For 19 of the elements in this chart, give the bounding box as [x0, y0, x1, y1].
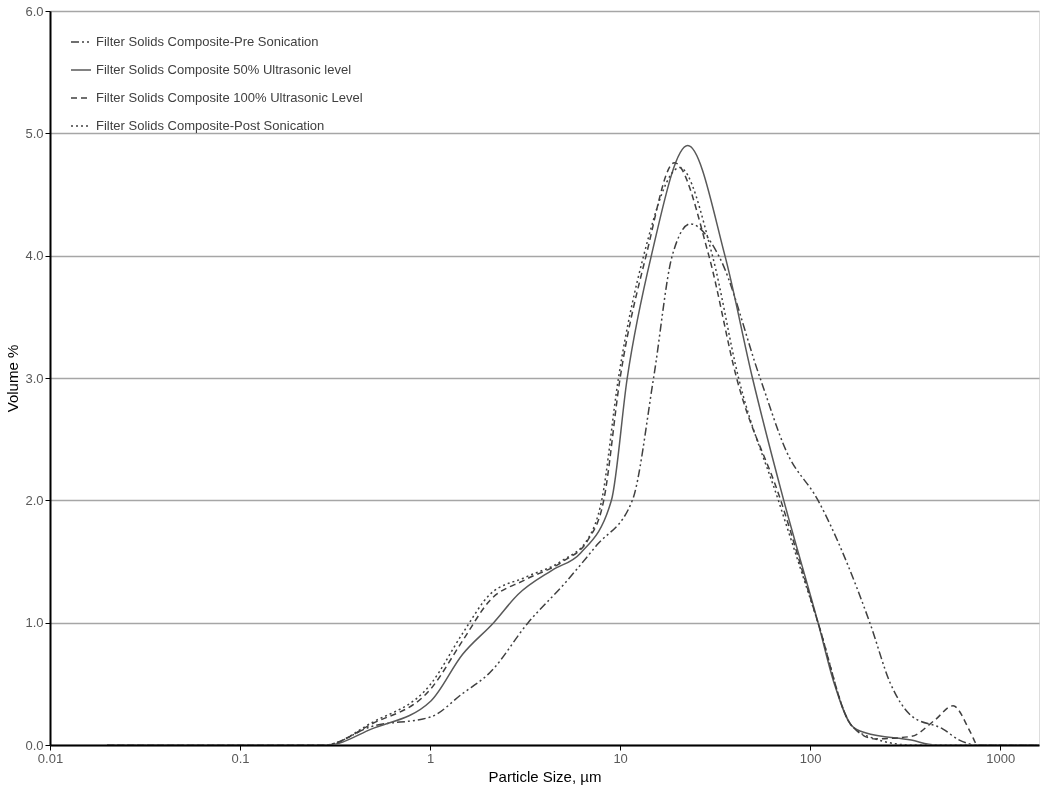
x-tick-label: 0.01	[37, 750, 64, 766]
x-tick-label: 100	[799, 750, 822, 766]
x-axis-title: Particle Size, µm	[488, 767, 602, 785]
x-tick-label: 10	[613, 750, 628, 766]
legend-label: Filter Solids Composite 100% Ultrasonic Level	[96, 90, 363, 105]
x-tick-label: 1000	[986, 750, 1016, 766]
y-tick-label: 2.0	[25, 492, 44, 508]
y-tick-label: 6.0	[25, 3, 44, 19]
y-tick-label: 5.0	[25, 125, 44, 141]
y-axis-title: Volume %	[4, 344, 22, 413]
y-tick-label: 1.0	[25, 615, 44, 631]
x-tick-label: 1	[426, 750, 435, 766]
x-tick-label: 0.1	[231, 750, 250, 766]
y-tick-label: 3.0	[25, 370, 44, 386]
legend-label: Filter Solids Composite 50% Ultrasonic level	[96, 62, 352, 77]
legend-label: Filter Solids Composite-Pre Sonication	[96, 34, 319, 49]
y-tick-label: 4.0	[25, 248, 44, 264]
y-tick-label: 0.0	[25, 737, 44, 753]
legend-label: Filter Solids Composite-Post Sonication	[96, 118, 325, 133]
